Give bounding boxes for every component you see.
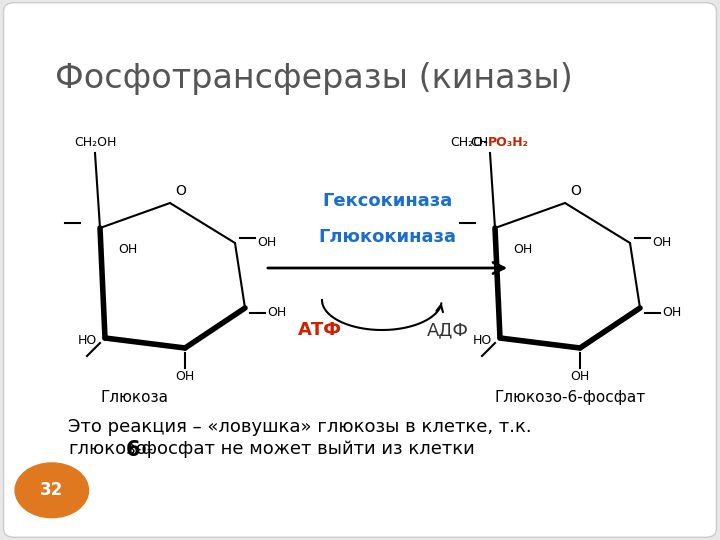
Text: OH: OH (118, 243, 138, 256)
Text: OH: OH (652, 237, 671, 249)
Text: OH: OH (662, 307, 681, 320)
Text: PO₃H₂: PO₃H₂ (488, 136, 529, 149)
Text: CH₂OH: CH₂OH (74, 136, 116, 149)
Text: -фосфат не может выйти из клетки: -фосфат не может выйти из клетки (135, 440, 474, 458)
Text: Глюкокиназа: Глюкокиназа (318, 228, 456, 246)
Text: OH: OH (267, 307, 287, 320)
Text: АТФ: АТФ (298, 321, 342, 339)
Text: O: O (570, 184, 581, 198)
Text: Глюкозо-6-фосфат: Глюкозо-6-фосфат (495, 390, 646, 405)
Text: OH: OH (570, 370, 590, 383)
Text: глюкозо-: глюкозо- (68, 440, 153, 458)
Text: OH: OH (176, 370, 194, 383)
Text: HO: HO (473, 334, 492, 347)
Text: 32: 32 (40, 481, 63, 500)
Text: Гексокиназа: Гексокиназа (322, 192, 452, 210)
Text: OH: OH (257, 237, 276, 249)
Text: O: O (175, 184, 186, 198)
Text: CH₂O-: CH₂O- (450, 136, 488, 149)
Text: Глюкоза: Глюкоза (101, 390, 169, 405)
Text: 6: 6 (125, 440, 140, 460)
Text: HO: HO (78, 334, 97, 347)
Text: АДФ: АДФ (427, 321, 469, 339)
Text: Это реакция – «ловушка» глюкозы в клетке, т.к.: Это реакция – «ловушка» глюкозы в клетке… (68, 418, 531, 436)
Text: Фосфотрансферазы (киназы): Фосфотрансферазы (киназы) (55, 62, 572, 95)
Text: OH: OH (513, 243, 532, 256)
Text: CH: CH (470, 136, 488, 149)
